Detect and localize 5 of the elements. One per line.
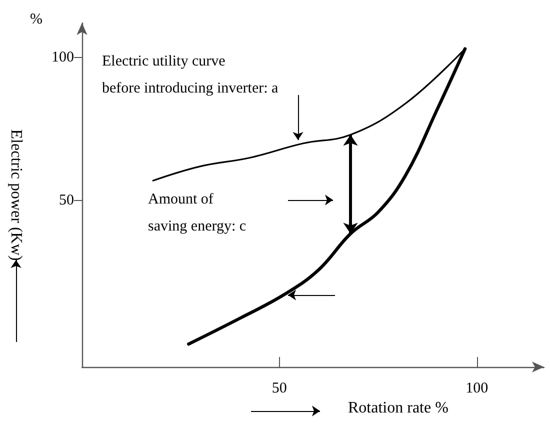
text: % [30,12,42,28]
annotation: Amount of saving energy: c [148,192,246,234]
annotation: Electric utility curve before introducing inverter: a [102,54,279,96]
y-axis-title: Electric power (Kw) [8,129,24,261]
x-axis-title: Rotation rate % [348,400,448,416]
